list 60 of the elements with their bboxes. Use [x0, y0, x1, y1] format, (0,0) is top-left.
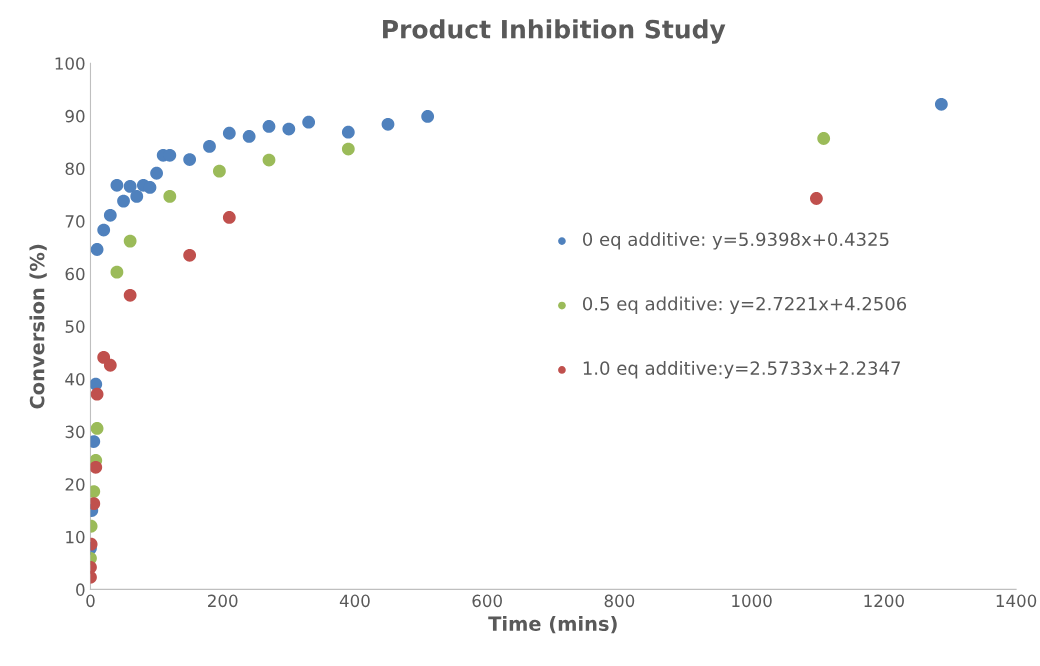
point [183, 153, 197, 166]
point [123, 179, 137, 193]
point [117, 194, 130, 208]
point [213, 164, 226, 178]
y-tick-label: 30 [65, 425, 85, 439]
x-tick-label: 1200 [864, 594, 904, 608]
point [341, 142, 355, 156]
y-tick-label: 80 [65, 162, 85, 176]
point [242, 130, 256, 143]
point [222, 126, 236, 140]
point [90, 460, 103, 474]
y-tick-label: 40 [65, 372, 85, 386]
point [817, 132, 831, 145]
x-tick-label: 0 [86, 594, 95, 608]
point [810, 192, 823, 205]
y-tick-label: 0 [76, 583, 85, 596]
legend-label: 0.5 eq additive: y=2.7221x+4.2506 [582, 296, 907, 315]
y-tick-label: 70 [65, 215, 85, 228]
y-tick-label: 10 [66, 530, 85, 544]
point [203, 140, 216, 153]
point [123, 234, 137, 248]
x-tick-label: 800 [604, 594, 635, 608]
point [143, 181, 157, 194]
point [222, 211, 236, 224]
point [163, 189, 177, 203]
x-tick-label: 600 [472, 594, 502, 608]
y-tick-label: 20 [65, 478, 85, 491]
point [421, 110, 435, 123]
point [90, 422, 104, 435]
x-axis-title: Time (mins) [488, 615, 617, 634]
point [123, 288, 137, 302]
x-tick-label: 1400 [996, 594, 1037, 608]
x-tick-label: 400 [339, 594, 370, 608]
point [262, 153, 276, 167]
point [262, 120, 276, 133]
point [103, 358, 117, 372]
y-tick-label: 100 [55, 57, 85, 70]
point [282, 122, 296, 136]
y-tick-label: 50 [65, 320, 85, 333]
point [183, 248, 197, 262]
point [341, 125, 355, 139]
point [302, 115, 316, 129]
point [381, 117, 395, 131]
x-tick-label: 200 [208, 594, 238, 608]
point [130, 189, 144, 203]
y-tick-label: 60 [65, 267, 85, 281]
point [110, 265, 124, 279]
point [150, 166, 163, 180]
point [90, 243, 104, 256]
y-axis-title: Conversion (%) [29, 244, 47, 409]
point [90, 387, 104, 401]
legend-label: 0 eq additive: y=5.9398x+0.4325 [582, 232, 889, 250]
point [103, 208, 117, 222]
y-tick-label: 90 [65, 109, 85, 123]
point [97, 223, 111, 237]
legend-label: 1.0 eq additive:y=2.5733x+2.2347 [583, 360, 900, 379]
chart-title: Product Inhibition Study [383, 19, 726, 44]
x-tick-label: 1000 [732, 594, 772, 608]
point [110, 178, 124, 192]
point [934, 97, 948, 111]
